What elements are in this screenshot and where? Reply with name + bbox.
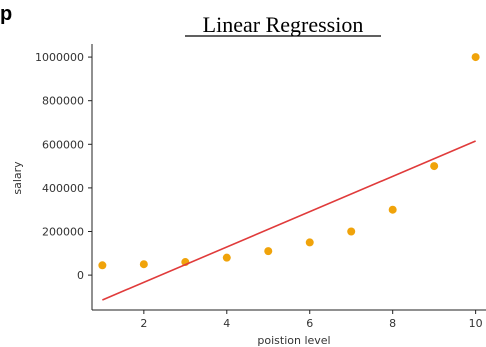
plot-area: 0 200000 400000 600000 800000 1000000 2 4 6 8 10 xyxy=(35,44,486,330)
data-point xyxy=(388,205,397,214)
y-tick-label: 0 xyxy=(77,269,84,282)
data-point xyxy=(264,247,273,256)
y-tick-label: 200000 xyxy=(42,226,84,239)
data-point xyxy=(347,227,356,236)
x-tick-label: 8 xyxy=(389,317,396,330)
data-point xyxy=(430,162,439,171)
x-axis-label: poistion level xyxy=(257,334,330,347)
x-tick-label: 6 xyxy=(306,317,313,330)
x-tick-label: 2 xyxy=(140,317,147,330)
y-tick-label: 800000 xyxy=(42,95,84,108)
x-tick-label: 10 xyxy=(469,317,483,330)
data-point xyxy=(305,238,314,247)
data-point xyxy=(222,253,231,262)
data-point xyxy=(139,260,148,269)
y-tick-label: 1000000 xyxy=(35,51,84,64)
data-point xyxy=(98,261,107,270)
corner-label: p xyxy=(0,3,12,25)
chart-title: Linear Regression xyxy=(203,12,364,37)
data-point xyxy=(471,53,480,62)
y-tick-label: 400000 xyxy=(42,182,84,195)
regression-line xyxy=(102,140,476,301)
y-axis-label: salary xyxy=(11,161,24,195)
x-tick-label: 4 xyxy=(223,317,230,330)
y-tick-label: 600000 xyxy=(42,138,84,151)
